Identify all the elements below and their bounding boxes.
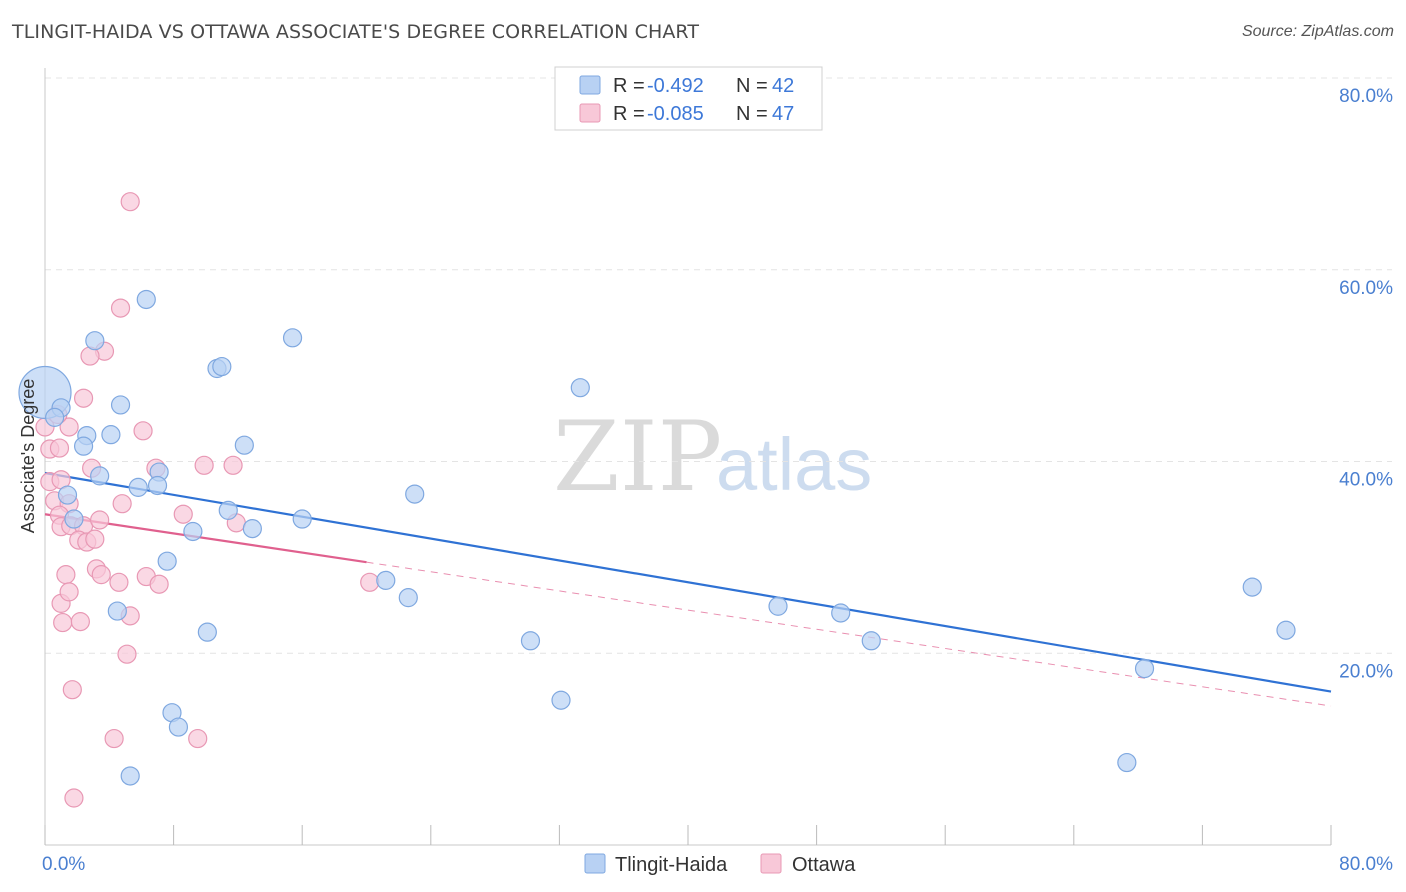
chart-source: Source: ZipAtlas.com xyxy=(1241,23,1394,40)
tlingit-haida-point-33 xyxy=(861,631,881,651)
tlingit-haida-point-14 xyxy=(147,475,168,496)
legend-n-value-1: 42 xyxy=(772,75,794,97)
tlingit-haida-point-16 xyxy=(90,466,110,486)
legend-r-value-2: -0.085 xyxy=(647,103,704,125)
ottawa-point-2 xyxy=(49,438,70,458)
tlingit-haida-point-7 xyxy=(110,395,131,415)
ottawa-point-23 xyxy=(90,510,110,530)
tlingit-haida-point-11 xyxy=(282,328,303,348)
ottawa-point-44 xyxy=(188,728,208,749)
legend-swatch-ottawa xyxy=(579,103,601,123)
tlingit-haida-point-15 xyxy=(128,477,148,497)
tlingit-haida-point-22 xyxy=(292,509,312,529)
x-tick-labels: 0.0% 80.0% xyxy=(42,854,1393,875)
series-legend: Tlingit-Haida Ottawa xyxy=(584,853,856,876)
tlingit-haida-point-6 xyxy=(85,331,105,351)
ottawa-point-29 xyxy=(85,529,105,549)
y-tick-label-0: 20.0% xyxy=(1339,661,1393,682)
tlingit-haida-point-25 xyxy=(570,378,590,398)
bottom-legend-swatch-ottawa xyxy=(760,853,782,874)
ottawa-point-45 xyxy=(64,788,84,808)
ottawa-point-10 xyxy=(133,421,153,441)
tlingit-haida-point-23 xyxy=(157,551,177,571)
ottawa-point-3 xyxy=(59,417,79,437)
ottawa-point-37 xyxy=(59,582,79,602)
tlingit-haida-point-12 xyxy=(234,435,254,455)
legend-n-value-2: 47 xyxy=(772,103,794,125)
tlingit-haida-point-8 xyxy=(136,289,156,310)
x-tick-label-0: 0.0% xyxy=(42,854,85,875)
y-tick-label-2: 60.0% xyxy=(1339,278,1393,299)
tlingit-haida-point-19 xyxy=(218,500,238,520)
tlingit-haida-point-21 xyxy=(242,519,262,539)
chart-title: TLINGIT-HAIDA VS OTTAWA ASSOCIATE'S DEGR… xyxy=(12,21,700,43)
ottawa-point-31 xyxy=(91,565,111,585)
tlingit-haida-point-27 xyxy=(197,622,217,642)
watermark-zip: ZIP xyxy=(553,401,722,513)
watermark-atlas: atlas xyxy=(716,423,872,506)
tlingit-haida-point-34 xyxy=(551,690,571,710)
bottom-legend-label-tlingit-haida: Tlingit-Haida xyxy=(615,854,728,876)
ottawa-point-39 xyxy=(70,612,90,632)
tlingit-haida-point-36 xyxy=(1242,577,1262,597)
tlingit-haida-point-29 xyxy=(398,588,418,608)
legend-n-label-1: N = xyxy=(736,75,768,97)
tlingit-haida-point-5 xyxy=(101,425,121,445)
bottom-legend-label-ottawa: Ottawa xyxy=(792,854,856,876)
tlingit-haida-point-30 xyxy=(520,631,541,651)
legend-r-value-1: -0.492 xyxy=(647,75,704,97)
ottawa-point-25 xyxy=(173,504,193,524)
tlingit-haida-trend-line xyxy=(44,471,1332,693)
tlingit-haida-point-26 xyxy=(107,601,127,621)
correlation-legend: R = -0.492 N = 42 R = -0.085 N = 47 xyxy=(554,66,823,131)
tlingit-haida-point-41 xyxy=(120,766,140,786)
legend-swatch-tlingit-haida xyxy=(579,75,601,95)
tlingit-haida-point-31 xyxy=(768,596,788,616)
tlingit-haida-points xyxy=(18,289,1296,786)
ottawa-point-41 xyxy=(117,644,137,664)
tlingit-haida-point-10 xyxy=(212,356,232,377)
tlingit-haida-point-35 xyxy=(1134,658,1155,679)
tlingit-haida-point-17 xyxy=(57,485,78,505)
ottawa-point-17 xyxy=(194,455,214,475)
y-tick-label-3: 80.0% xyxy=(1339,86,1393,107)
tlingit-haida-point-37 xyxy=(1276,620,1296,640)
legend-r-label-1: R = xyxy=(613,75,645,97)
y-tick-labels: 20.0% 40.0% 60.0% 80.0% xyxy=(1339,86,1393,682)
tlingit-haida-point-32 xyxy=(831,603,851,623)
watermark: ZIP atlas xyxy=(553,401,872,513)
ottawa-point-42 xyxy=(62,680,82,700)
ottawa-point-46 xyxy=(360,572,380,592)
legend-n-label-2: N = xyxy=(736,103,768,125)
ottawa-point-5 xyxy=(73,388,94,408)
tlingit-haida-point-24 xyxy=(405,484,425,504)
ottawa-trend-line-extended xyxy=(366,561,1332,707)
tlingit-haida-point-2 xyxy=(45,407,65,427)
ottawa-point-9 xyxy=(120,192,140,212)
bottom-legend-swatch-tlingit-haida xyxy=(584,853,606,874)
tlingit-haida-point-28 xyxy=(376,570,396,590)
y-tick-label-1: 40.0% xyxy=(1339,470,1393,491)
ottawa-point-18 xyxy=(223,455,243,475)
ottawa-point-35 xyxy=(149,574,169,594)
legend-r-label-2: R = xyxy=(613,103,645,125)
tlingit-haida-point-38 xyxy=(1117,752,1137,773)
ottawa-point-24 xyxy=(112,494,132,514)
ottawa-point-43 xyxy=(104,728,124,749)
ottawa-point-33 xyxy=(109,572,129,592)
ottawa-points xyxy=(35,192,380,808)
tlingit-haida-point-40 xyxy=(168,717,189,737)
ottawa-point-32 xyxy=(56,565,76,585)
y-axis-label: Associate's Degree xyxy=(18,379,38,534)
ottawa-point-38 xyxy=(53,612,73,633)
tlingit-haida-point-4 xyxy=(73,436,94,456)
x-tick-label-1: 80.0% xyxy=(1339,854,1393,875)
tlingit-haida-point-18 xyxy=(64,509,84,529)
tlingit-haida-point-20 xyxy=(183,521,203,542)
ottawa-point-8 xyxy=(110,298,131,318)
gridlines xyxy=(45,77,1392,654)
